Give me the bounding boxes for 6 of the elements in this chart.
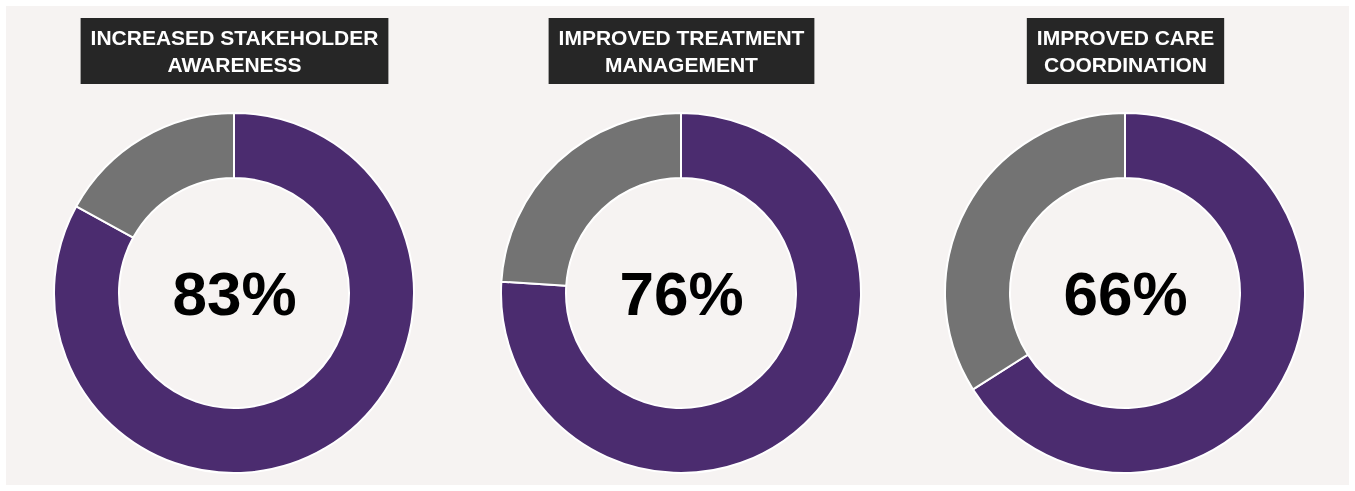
- chart-title: IMPROVED TREATMENT MANAGEMENT: [558, 26, 805, 76]
- chart-title: INCREASED STAKEHOLDER AWARENESS: [90, 26, 379, 76]
- text: 83%: [172, 258, 297, 328]
- chart-title: IMPROVED CARE COORDINATION: [1036, 26, 1215, 76]
- text: 66%: [1063, 258, 1188, 328]
- text: 76%: [619, 258, 744, 328]
